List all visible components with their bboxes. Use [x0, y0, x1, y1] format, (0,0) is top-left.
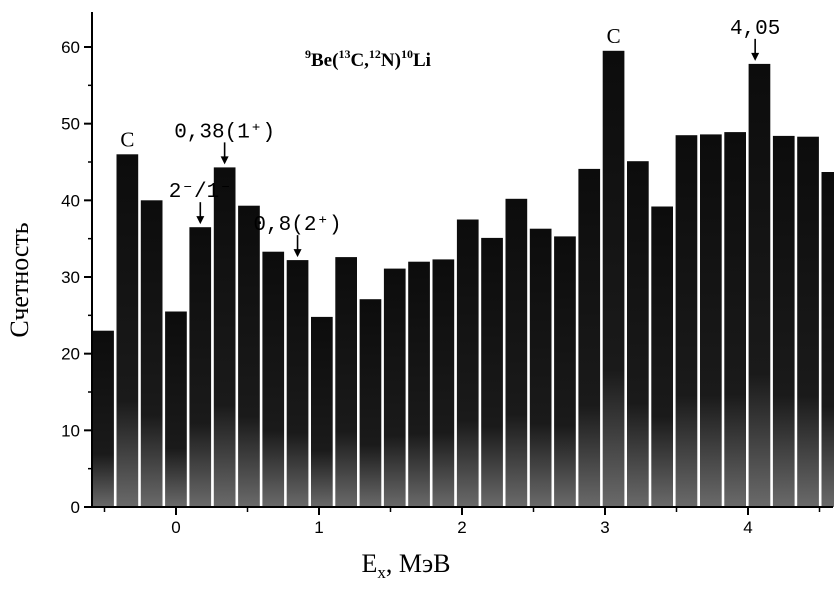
y-tick-label: 40	[61, 191, 80, 210]
x-tick-label: 1	[314, 518, 323, 537]
bar	[165, 311, 187, 507]
bars-group	[92, 50, 834, 508]
bar	[238, 205, 260, 507]
annotation-label: 0,8(2⁺)	[253, 214, 341, 237]
bar	[408, 261, 430, 507]
bar	[432, 259, 455, 507]
bar	[675, 135, 698, 507]
annotation-label: C	[120, 127, 134, 151]
bar	[140, 200, 163, 508]
bar	[505, 198, 528, 508]
annotation-label: C	[607, 24, 621, 48]
reaction-sup-10: 10	[401, 47, 413, 61]
bar	[481, 237, 503, 507]
annotation-arrow-head	[751, 52, 760, 61]
bar	[602, 50, 625, 508]
x-tick-label: 4	[743, 518, 752, 537]
reaction-c: C,	[350, 50, 369, 71]
y-tick-label: 50	[61, 115, 80, 134]
x-tick-label: 0	[171, 518, 180, 537]
bar	[213, 167, 236, 507]
y-tick-label: 10	[61, 421, 80, 440]
x-axis-title-subscript: x	[377, 563, 386, 582]
bar	[578, 168, 601, 507]
bar	[92, 330, 114, 507]
bar	[189, 227, 212, 507]
x-tick-label: 3	[600, 518, 609, 537]
annotations-group: C 2⁻/1⁻ 0,38(1⁺) 0,8(2⁺) C 4,05	[120, 18, 780, 258]
x-tick-label: 2	[457, 518, 466, 537]
x-axis-title-symbol: E	[361, 549, 377, 578]
y-tick-label: 0	[71, 498, 80, 517]
reaction-sup-9: 9	[305, 47, 311, 61]
y-tick-label: 30	[61, 268, 80, 287]
bar	[335, 257, 357, 507]
y-tick-label: 60	[61, 38, 80, 57]
bar	[651, 206, 673, 507]
bar	[797, 136, 819, 507]
bar	[529, 228, 552, 507]
x-axis-title-unit: , МэВ	[386, 549, 451, 578]
bar	[772, 135, 795, 507]
bar	[748, 63, 771, 508]
bar	[116, 154, 139, 508]
bar	[456, 219, 479, 507]
y-axis-title: Счетность	[5, 222, 34, 337]
annotation-label: 4,05	[730, 18, 780, 41]
annotation-label: 2⁻/1⁻	[169, 181, 232, 204]
bar	[359, 299, 382, 507]
x-axis-title: Ex, МэВ	[361, 549, 450, 582]
bar	[383, 268, 406, 507]
reaction-sup-13: 13	[338, 47, 350, 61]
bar	[627, 161, 649, 507]
reaction-li: Li	[413, 50, 431, 71]
annotation-arrow-head	[220, 156, 229, 165]
bar	[724, 132, 746, 507]
bar	[262, 251, 285, 507]
bar	[554, 236, 576, 507]
reaction-n: N)	[381, 50, 401, 71]
annotation-arrow-head	[293, 249, 302, 258]
bar	[286, 260, 309, 507]
bar	[700, 134, 722, 507]
y-tick-label: 20	[61, 345, 80, 364]
bar	[821, 172, 834, 507]
reaction-be: Be(	[311, 50, 338, 71]
annotation-label: 0,38(1⁺)	[174, 121, 275, 144]
reaction-label: 9Be(13C,12N)10Li	[305, 47, 431, 71]
bar	[311, 316, 333, 507]
annotation-arrow-head	[196, 216, 205, 225]
reaction-sup-12: 12	[369, 47, 381, 61]
